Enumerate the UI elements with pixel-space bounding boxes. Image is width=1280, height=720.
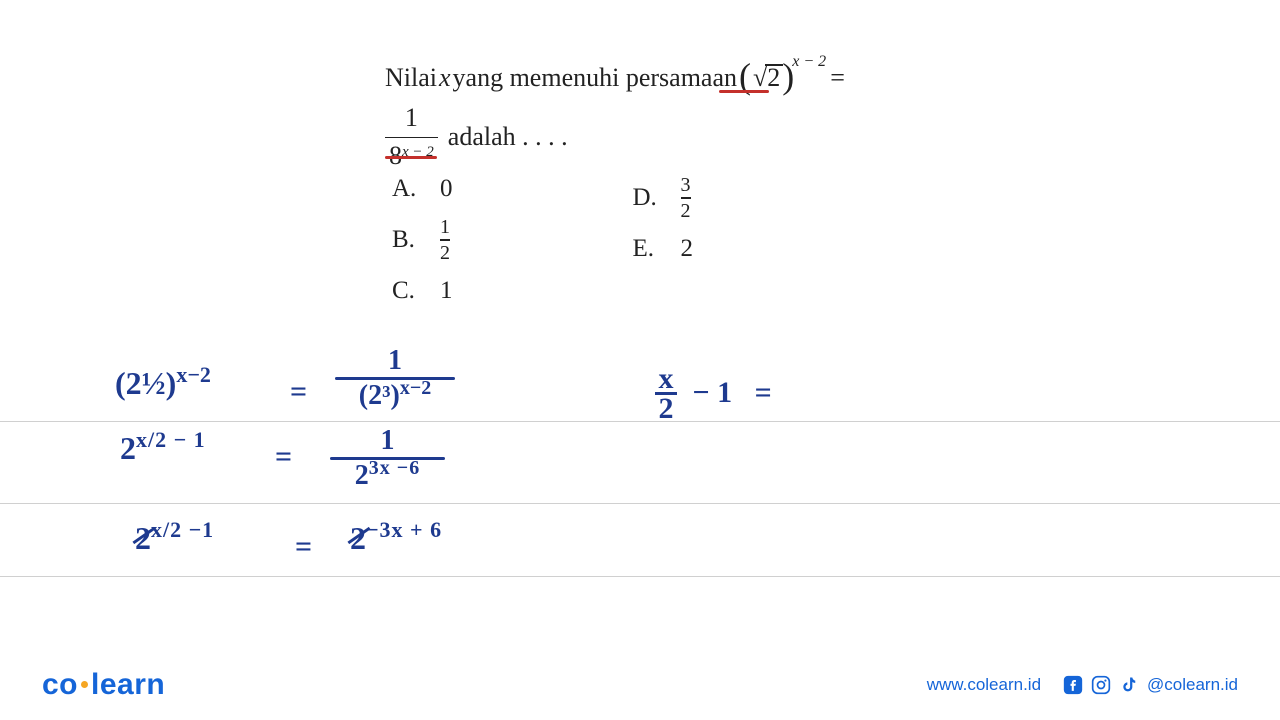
question-block: Nilai x yang memenuhi persamaan ( 2 ) x … (385, 60, 985, 175)
choice-fraction: 32 (681, 175, 691, 221)
choice-e: E. 2 (633, 235, 694, 263)
question-line-2: 1 8x − 2 adalah . . . . (385, 100, 985, 174)
tiktok-icon (1119, 675, 1139, 695)
choice-b: B. 12 (392, 217, 453, 263)
facebook-icon (1063, 675, 1083, 695)
hw-l3-left: 2x/2 −1 (135, 520, 214, 557)
footer-right: www.colearn.id @colearn.id (927, 675, 1238, 695)
rule-line (0, 576, 1280, 577)
q-mid: yang memenuhi persamaan (453, 60, 737, 96)
hw-l1-left: (2½)x−2 (115, 365, 211, 402)
q-equals: = (830, 60, 845, 96)
q-suffix: adalah . . . . (448, 119, 568, 155)
brand-logo: colearn (42, 668, 165, 702)
rule-line (0, 503, 1280, 504)
instagram-icon (1091, 675, 1111, 695)
choice-letter: B. (392, 226, 420, 254)
hw-eq2: = (275, 440, 292, 474)
frac-num: 1 (401, 100, 422, 136)
social-icons: @colearn.id (1063, 675, 1238, 695)
choice-c: C. 1 (392, 277, 453, 305)
question-line-1: Nilai x yang memenuhi persamaan ( 2 ) x … (385, 60, 985, 96)
footer-handle: @colearn.id (1147, 675, 1238, 695)
choices-col-2: D. 32 E. 2 (633, 175, 694, 305)
choice-fraction: 12 (440, 217, 450, 263)
choice-letter: D. (633, 184, 661, 212)
hw-l3-right: 2−3x + 6 (350, 520, 442, 557)
choice-value: 0 (440, 175, 453, 203)
hw-side: x 2 − 1 = (655, 365, 772, 422)
choice-letter: C. (392, 277, 420, 305)
footer: colearn www.colearn.id @colearn.id (0, 668, 1280, 702)
rule-line (0, 421, 1280, 422)
answer-choices: A. 0 B. 12 C. 1 D. 32 E. 2 (392, 175, 693, 305)
choices-col-1: A. 0 B. 12 C. 1 (392, 175, 453, 305)
hw-eq1: = (290, 375, 307, 409)
choice-letter: E. (633, 235, 661, 263)
choice-d: D. 32 (633, 175, 694, 221)
choice-value: 1 (440, 277, 453, 305)
logo-dot-icon (81, 681, 88, 688)
hw-eq3: = (295, 530, 312, 564)
footer-url: www.colearn.id (927, 675, 1041, 695)
hw-l2-left: 2x/2 − 1 (120, 430, 206, 467)
q-var: x (439, 60, 451, 96)
sqrt-exponent: x − 2 (792, 51, 826, 73)
choice-letter: A. (392, 175, 420, 203)
choice-value: 2 (681, 235, 694, 263)
q-prefix: Nilai (385, 60, 437, 96)
underline-frac (385, 156, 437, 159)
sqrt-base: 2 (767, 63, 780, 92)
fraction-term: 1 8x − 2 (385, 100, 438, 174)
underline-sqrt (719, 90, 769, 93)
hw-l2-right: 1 23x −6 (330, 425, 445, 492)
choice-a: A. 0 (392, 175, 453, 203)
hw-l1-right: 1 (2³)x−2 (335, 345, 455, 412)
